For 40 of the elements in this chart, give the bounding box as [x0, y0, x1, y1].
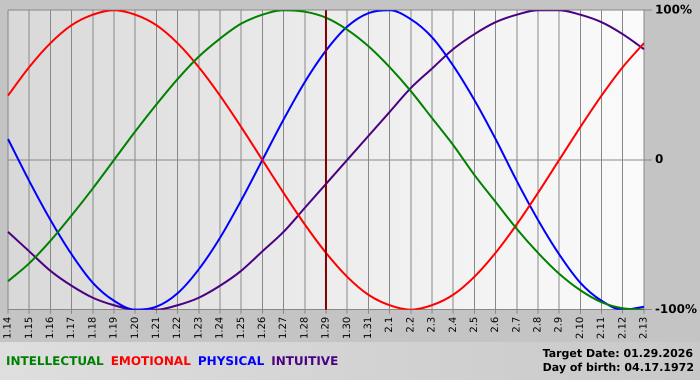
- x-tick-label: 1.16: [44, 316, 56, 339]
- y-tick-label: 100%: [654, 2, 692, 16]
- text: INTUITIVE: [271, 354, 338, 368]
- text: INTELLECTUAL: [6, 354, 104, 368]
- x-tick-label: 2.9: [554, 316, 565, 333]
- text: EMOTIONAL: [110, 354, 191, 368]
- x-tick-label: 2.2: [405, 316, 416, 333]
- x-tick-label: 1.25: [236, 316, 247, 339]
- x-tick-label: 1.18: [87, 316, 98, 339]
- x-tick-label: 2.7: [511, 316, 522, 333]
- x-tick-label: 1.30: [342, 316, 353, 339]
- text: Target Date: 01.29.2026: [542, 347, 694, 361]
- x-tick-label: 1.26: [256, 316, 268, 339]
- x-tick-label: 1.28: [299, 316, 310, 339]
- x-tick-label: 2.1: [384, 316, 396, 333]
- x-tick-label: 2.4: [448, 316, 459, 333]
- y-tick-label: -100%: [654, 302, 698, 316]
- x-tick-label: 1.22: [172, 316, 184, 339]
- text: PHYSICAL: [198, 354, 264, 368]
- x-tick-label: 2.5: [468, 316, 480, 333]
- x-tick-label: 1.15: [24, 316, 35, 339]
- x-tick-label: 1.19: [108, 316, 120, 339]
- x-tick-label: 1.31: [362, 316, 374, 339]
- x-tick-label: 1.29: [320, 316, 332, 339]
- x-tick-label: 1.17: [66, 316, 78, 339]
- x-tick-label: 1.14: [2, 316, 14, 339]
- x-tick-label: 2.8: [532, 316, 544, 333]
- x-tick-label: 2.3: [426, 316, 438, 333]
- x-tick-label: 2.11: [596, 316, 608, 339]
- x-tick-label: 2.13: [638, 316, 650, 339]
- x-tick-label: 1.20: [130, 316, 141, 339]
- x-tick-label: 1.27: [278, 316, 290, 339]
- x-tick-label: 1.23: [193, 316, 204, 339]
- x-tick-label: 1.21: [150, 316, 162, 339]
- x-tick-label: 2.12: [617, 316, 628, 339]
- x-tick-label: 1.24: [214, 316, 226, 339]
- x-tick-label: 2.6: [490, 316, 502, 333]
- y-tick-label: 0: [654, 152, 664, 166]
- x-tick-label: 2.10: [574, 316, 586, 339]
- text: Day of birth: 04.17.1972: [542, 361, 694, 375]
